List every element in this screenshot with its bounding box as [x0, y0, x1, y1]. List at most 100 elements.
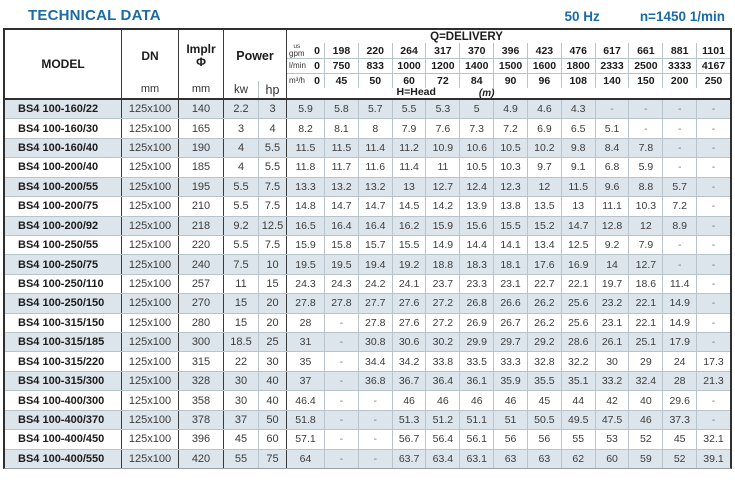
table-body: BS4 100-160/22 125x100 140 2.2 3 5.9 5.8 5.7 5.5… [5, 100, 730, 469]
head-value-cell: 12.8 [594, 216, 629, 235]
model-cell: BS4 100-200/40 [5, 158, 122, 177]
model-cell: BS4 100-160/30 [5, 119, 122, 138]
head-value-cell: 46.4 [295, 394, 316, 407]
head-value-cell: 5.3 [425, 100, 459, 119]
head-value-cell: 5.9 [628, 158, 662, 177]
flow-value-cell: 833 [357, 59, 392, 73]
head-value-cell: - [696, 313, 730, 333]
head-value-cell: 30.8 [357, 333, 392, 352]
delivery-header: Q=DELIVERY us gpm 0 198 220 264 317 370 396 423 47… [287, 30, 730, 99]
table-row: BS4 100-315/185 125x100 300 18.5 25 31-30.8 30… [5, 332, 730, 352]
head-value-cell: 11.4 [391, 158, 426, 177]
head-value-cell: - [696, 100, 730, 119]
head-value-cell: - [696, 197, 730, 216]
head-value-cell: 63.7 [391, 449, 426, 469]
head-value-cell: - [662, 119, 696, 138]
head-unit: (m) [478, 87, 495, 99]
head-value-cell: 18.8 [425, 255, 459, 274]
flow-value-cell: 264 [391, 43, 426, 58]
dn-unit: mm [140, 83, 160, 95]
head-value-cell: - [628, 100, 662, 119]
head-value-cell: 16.5 [295, 219, 316, 232]
head-value-cell: 46 [391, 391, 426, 410]
flow-value-cell: 140 [594, 74, 629, 88]
flow-value-cell: 1600 [526, 59, 561, 73]
impeller-cell: 420 [179, 449, 224, 469]
head-value-cell: 13 [391, 177, 426, 197]
dn-cell: 125x100 [122, 430, 179, 449]
head-value-cell: 8.4 [594, 138, 629, 158]
flow-value-cell: 1200 [425, 59, 459, 73]
head-value-cell: 11.2 [391, 138, 426, 158]
head-value-cell: 25.1 [628, 333, 662, 352]
head-value-cell: 22.1 [628, 294, 662, 313]
head-value-cell: - [696, 410, 730, 430]
head-value-cell: 14.7 [357, 197, 392, 216]
head-value-cell: 13.5 [526, 197, 561, 216]
head-value-cell: 5.5 [391, 100, 426, 119]
model-cell: BS4 100-400/550 [5, 449, 122, 469]
impeller-cell: 240 [179, 255, 224, 274]
head-value-cell: 34.4 [357, 352, 392, 371]
head-value-cell: 10.3 [628, 197, 662, 216]
dn-cell: 125x100 [122, 410, 179, 430]
kw-cell: 22 [224, 352, 259, 371]
flow-value-cell: 90 [493, 74, 527, 88]
head-value-cell: 45 [662, 430, 696, 449]
head-value-cell: 11.4 [662, 274, 696, 294]
dn-cell: 125x100 [122, 138, 179, 158]
head-value-cell: 46 [493, 391, 527, 410]
model-cell: BS4 100-250/110 [5, 274, 122, 294]
column-header-dn: DN mm [122, 30, 179, 98]
head-value-cell: 7.9 [628, 235, 662, 255]
flow-value-cell: 72 [425, 74, 459, 88]
head-value-cell: - [696, 177, 730, 197]
page-title: TECHNICAL DATA [28, 7, 161, 24]
head-value-cell: - [324, 313, 358, 333]
impeller-cell: 195 [179, 177, 224, 197]
model-cell: BS4 100-400/450 [5, 430, 122, 449]
head-value-cell: 56 [493, 430, 527, 449]
head-value-cell: 52 [662, 449, 696, 469]
head-value-cell: 12.5 [560, 235, 595, 255]
head-value-cell: 11.8 [295, 161, 316, 174]
head-value-cell: 35 [299, 355, 312, 368]
hp-cell: 7.5 [259, 177, 287, 197]
hp-cell: 50 [259, 410, 287, 430]
head-value-cell: 17.9 [662, 333, 696, 352]
head-value-cell: 14.8 [295, 200, 316, 213]
head-value-cell: 9.6 [594, 177, 629, 197]
impeller-cell: 300 [179, 333, 224, 352]
head-value-cell: 4.9 [493, 100, 527, 119]
head-label: H=Head (m) [396, 85, 495, 99]
head-value-cell: - [662, 138, 696, 158]
head-value-cell: 14.2 [425, 197, 459, 216]
table-row: BS4 100-315/220 125x100 315 22 30 35-34.4 34.2… [5, 351, 730, 371]
head-value-cell: 12 [526, 177, 561, 197]
dn-cell: 125x100 [122, 274, 179, 294]
flow-value-cell: 423 [526, 43, 561, 58]
flow-value-cell: 370 [459, 43, 493, 58]
technical-data-table: MODEL DN mm Implr Φ mm Power kw hp Q=DEL… [3, 28, 732, 469]
head-value-cell: 13.2 [324, 177, 358, 197]
table-row: BS4 100-200/55 125x100 195 5.5 7.5 13.3 13.2 13… [5, 176, 730, 197]
head-value-cell: 33.3 [493, 352, 527, 371]
head-value-cell: 63.1 [459, 449, 493, 469]
head-value-cell: 6.9 [526, 119, 561, 138]
head-value-cell: 33.2 [594, 371, 629, 391]
impeller-cell: 378 [179, 410, 224, 430]
impeller-cell: 328 [179, 371, 224, 391]
head-value-cell: 11.4 [357, 138, 392, 158]
head-value-cell: 27.8 [357, 313, 392, 333]
impeller-cell: 396 [179, 430, 224, 449]
head-value-cell: - [357, 430, 392, 449]
table-row: BS4 100-315/150 125x100 280 15 20 28-27.8 27.6… [5, 312, 730, 333]
kw-cell: 4 [224, 158, 259, 177]
head-value-cell: 37.3 [662, 410, 696, 430]
model-cell: BS4 100-250/55 [5, 235, 122, 255]
dn-cell: 125x100 [122, 100, 179, 119]
kw-cell: 18.5 [224, 333, 259, 352]
table-row: BS4 100-250/75 125x100 240 7.5 10 19.5 19.5 19.… [5, 254, 730, 274]
head-value-cell: 27.8 [295, 297, 316, 310]
